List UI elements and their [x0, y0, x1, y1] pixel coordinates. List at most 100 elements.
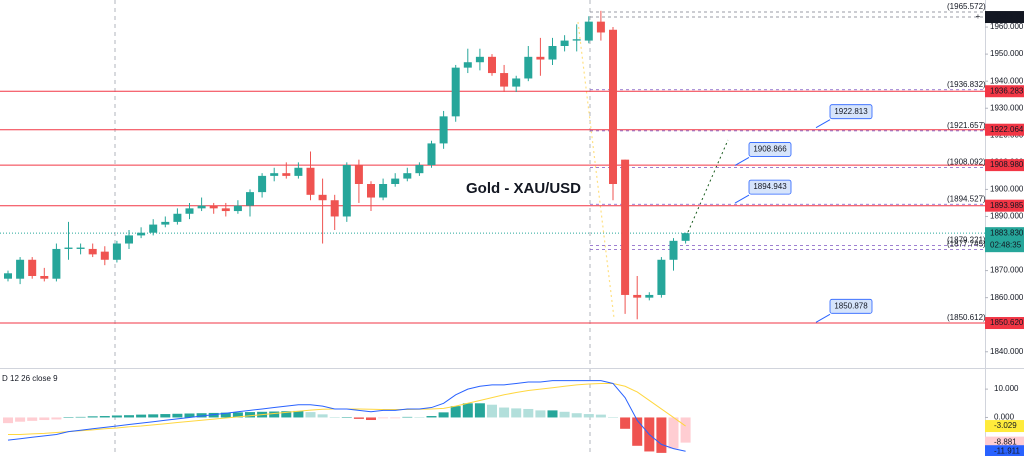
- histogram-bar: [595, 414, 606, 418]
- histogram-bar: [523, 408, 534, 418]
- candle-body: [112, 243, 121, 260]
- candle-body: [548, 46, 557, 60]
- histogram-bar: [571, 413, 582, 418]
- callout-label: 1850.878: [834, 301, 868, 310]
- histogram-bar: [317, 414, 328, 418]
- histogram-bar: [378, 417, 389, 419]
- histogram-bar: [305, 412, 316, 418]
- y-tick-label: 10.000: [994, 384, 1019, 393]
- histogram-bar: [99, 416, 110, 418]
- candle-body: [524, 56, 533, 79]
- candle-body: [28, 259, 37, 276]
- histogram-bar: [450, 406, 461, 418]
- candle-body: [258, 175, 267, 193]
- histogram-bar: [27, 417, 38, 421]
- histogram-bar: [487, 404, 497, 418]
- candle-body: [52, 248, 61, 279]
- y-tick-label: 1950.000: [990, 49, 1024, 58]
- histogram-bar: [3, 417, 13, 424]
- histogram-bar: [632, 417, 643, 446]
- candle-body: [16, 259, 25, 279]
- histogram-bar: [293, 410, 304, 418]
- price-marker-label: (1879.221): [947, 236, 986, 245]
- histogram-bar: [281, 411, 292, 418]
- candle-body: [306, 167, 315, 195]
- current-price-label: 1883.830: [990, 228, 1024, 237]
- candle-body: [354, 165, 363, 184]
- callout-pointer: [815, 313, 831, 323]
- crosshair-icon: +: [976, 12, 981, 21]
- candle-body: [488, 56, 496, 74]
- candle-body: [342, 165, 351, 217]
- level-label: 1922.064: [990, 125, 1024, 134]
- candle-body: [100, 251, 109, 260]
- histogram-bar: [15, 417, 26, 422]
- callout-box: [748, 179, 792, 195]
- candle-body: [536, 56, 545, 60]
- histogram-bar: [390, 417, 401, 419]
- callout-label: 1908.866: [753, 145, 787, 154]
- histogram-bar: [63, 417, 74, 418]
- histogram-bar: [172, 413, 183, 418]
- countdown: 02:48:35: [990, 240, 1022, 249]
- candle-body: [657, 259, 666, 295]
- candle-body: [451, 67, 460, 117]
- last-value-bg: [985, 445, 1024, 456]
- candle-body: [415, 165, 424, 174]
- histogram-bar: [511, 408, 522, 418]
- level-label-bg: [985, 317, 1024, 330]
- candle-body: [149, 224, 158, 233]
- histogram-bar: [136, 414, 147, 418]
- y-tick-label: 1930.000: [990, 103, 1024, 112]
- macd-title: D 12 26 close 9: [2, 374, 58, 383]
- histogram-bar: [656, 417, 667, 453]
- candle-body: [500, 73, 509, 87]
- candle-body: [633, 294, 642, 298]
- price-marker-label: (1850.612): [947, 313, 986, 322]
- candle-body: [681, 233, 690, 241]
- level-label: 1936.283: [990, 86, 1024, 95]
- histogram-bar: [366, 417, 376, 421]
- level-label-bg: [985, 123, 1024, 136]
- last-value-bg: [985, 420, 1024, 433]
- candle-body: [64, 247, 73, 249]
- y-tick-label: 1840.000: [990, 347, 1024, 356]
- candle-body: [621, 159, 630, 295]
- callout-label: 1894.943: [753, 182, 787, 191]
- callout-box: [829, 298, 873, 314]
- histogram-bar: [608, 417, 618, 418]
- histogram-bar: [499, 407, 510, 418]
- last-value-label: -3.029: [994, 421, 1017, 430]
- histogram-bar: [220, 412, 231, 418]
- candle-body: [379, 184, 388, 198]
- candle-body: [391, 178, 400, 184]
- current-price-bg: [985, 227, 1024, 253]
- price-marker-label: (1877.745): [947, 240, 986, 249]
- candle-body: [427, 143, 436, 166]
- projection-line: [687, 139, 729, 233]
- histogram-bar: [75, 416, 86, 418]
- histogram-bar: [668, 417, 679, 449]
- callout-box: [829, 104, 873, 120]
- histogram-bar: [196, 413, 207, 418]
- callout-pointer: [734, 156, 750, 166]
- candle-body: [318, 194, 327, 201]
- candle-body: [584, 21, 593, 41]
- candle-body: [645, 294, 654, 298]
- histogram-bar: [559, 411, 570, 418]
- high-label: 1963.705: [995, 12, 1024, 21]
- histogram-bar: [680, 417, 691, 443]
- histogram-bar: [245, 412, 255, 418]
- histogram-bar: [426, 416, 437, 418]
- histogram-bar: [414, 417, 425, 418]
- y-tick-label: 1870.000: [990, 266, 1024, 275]
- candle-body: [512, 78, 521, 87]
- candle-body: [173, 213, 182, 222]
- price-marker-label: (1936.832): [947, 80, 986, 89]
- histogram-bar: [208, 412, 219, 418]
- callout-label: 1922.813: [834, 107, 868, 116]
- candle-body: [76, 247, 85, 249]
- candle-body: [221, 208, 230, 212]
- histogram-bar: [148, 414, 159, 418]
